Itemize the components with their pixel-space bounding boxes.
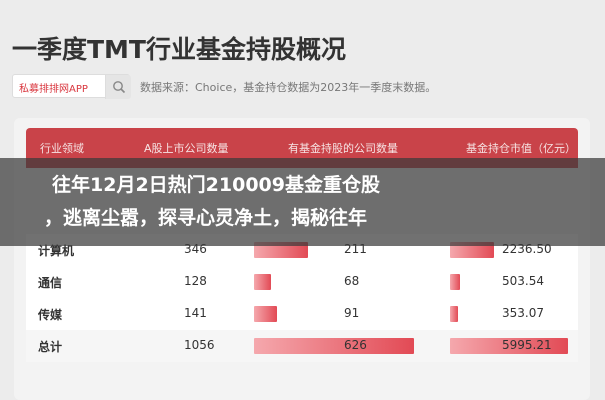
search-icon (113, 81, 126, 94)
market-value-bar (450, 274, 460, 290)
row-market-value: 353.07 (502, 306, 544, 320)
header-industry: 行业领域 (40, 142, 84, 155)
row-industry: 总计 (38, 340, 63, 354)
table-row: 总计 1056 626 5995.21 (26, 330, 578, 362)
search-box[interactable]: 私募排排网APP (12, 74, 131, 99)
row-held-count: 626 (344, 338, 367, 352)
row-market-value: 5995.21 (502, 338, 552, 352)
header-listed-count: A股上市公司数量 (144, 142, 229, 155)
market-value-bar (450, 242, 495, 258)
headline-line-1: 往年12月2日热门210009基金重仓股 (52, 174, 380, 196)
row-listed-count: 141 (184, 306, 207, 320)
data-source-note: 数据来源：Choice，基金持仓数据为2023年一季度末数据。 (140, 81, 437, 94)
held-count-bar (254, 242, 308, 258)
market-value-bar (450, 338, 568, 354)
held-count-bar (254, 274, 272, 290)
row-listed-count: 128 (184, 274, 207, 288)
page-title: 一季度TMT行业基金持股概况 (12, 35, 346, 64)
table-row: 传媒 141 91 353.07 (26, 298, 578, 331)
held-count-bar (254, 306, 278, 322)
row-listed-count: 1056 (184, 338, 215, 352)
header-held-count: 有基金持股的公司数量 (288, 142, 398, 155)
row-industry: 传媒 (38, 308, 63, 322)
market-value-bar (450, 306, 458, 322)
row-held-count: 68 (344, 274, 360, 288)
row-held-count: 91 (344, 306, 360, 320)
table-row: 通信 128 68 503.54 (26, 266, 578, 299)
search-label: 私募排排网APP (19, 84, 88, 95)
headline-banner: 往年12月2日热门210009基金重仓股 ，逃离尘嚣，探寻心灵净土，揭秘往年 (0, 158, 605, 246)
headline-line-2: ，逃离尘嚣，探寻心灵净土，揭秘往年 (44, 207, 368, 229)
held-count-bar (254, 338, 414, 354)
row-market-value: 503.54 (502, 274, 544, 288)
header-market-value: 基金持仓市值（亿元） (466, 142, 576, 155)
row-industry: 计算机 (38, 244, 75, 258)
search-button[interactable] (105, 75, 131, 99)
row-industry: 通信 (38, 276, 63, 290)
